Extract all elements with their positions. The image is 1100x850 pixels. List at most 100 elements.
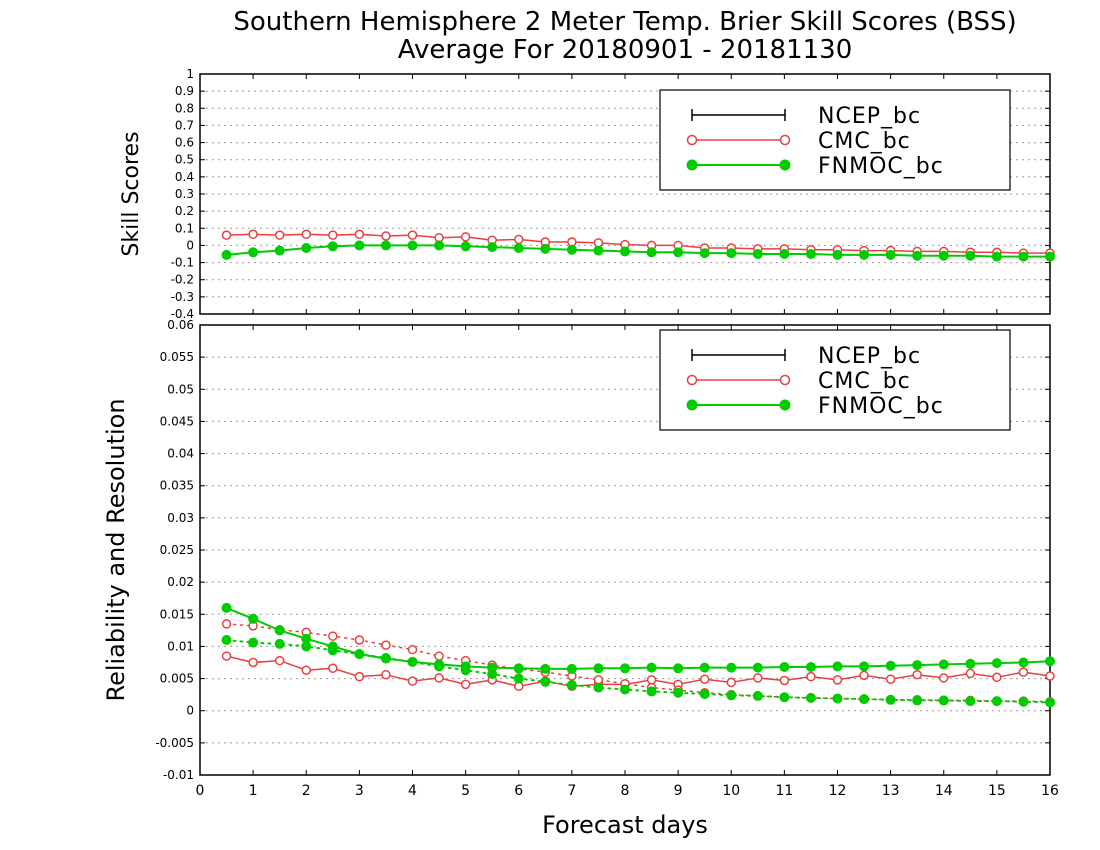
data-point-fnmoc_bc	[991, 251, 1002, 262]
data-point-fnmoc_bc	[779, 249, 790, 259]
x-tick-label: 0	[196, 783, 205, 799]
y-tick-label: 0.3	[175, 187, 194, 201]
data-point-fnmoc_bc	[221, 602, 232, 613]
data-point-cmc_bc	[328, 631, 338, 641]
data-point-cmc_bc	[274, 230, 285, 240]
x-tick-label: 9	[674, 783, 683, 799]
x-tick-label: 1	[249, 783, 258, 799]
data-point-cmc_bc	[274, 655, 285, 666]
legend-marker-filled-circle	[686, 399, 698, 411]
data-point-fnmoc_bc	[274, 245, 285, 256]
data-point-cmc_bc	[939, 673, 949, 683]
data-point-cmc_bc	[381, 231, 391, 241]
data-point-fnmoc_bc	[726, 248, 737, 259]
data-point-fnmoc_bc	[699, 248, 710, 259]
data-point-fnmoc_bc	[965, 250, 976, 261]
data-point-cmc_bc	[434, 651, 444, 661]
chart-title-line1: Southern Hemisphere 2 Meter Temp. Brier …	[233, 7, 1016, 37]
x-tick-label: 10	[722, 783, 740, 799]
data-point-fnmoc_bc	[673, 663, 684, 674]
x-tick-label: 13	[882, 783, 900, 799]
data-point-fnmoc_bc	[434, 240, 445, 251]
data-point-fnmoc_bc	[221, 249, 232, 260]
data-point-fnmoc_bc	[248, 613, 259, 624]
data-point-cmc_bc	[1018, 667, 1029, 677]
data-point-fnmoc_bc	[646, 247, 657, 258]
data-point-cmc_bc	[301, 665, 311, 675]
data-point-fnmoc_bc	[726, 690, 737, 701]
y-tick-label: 0.4	[175, 170, 194, 184]
data-point-cmc_bc	[354, 671, 365, 682]
y-tick-label: -0.1	[171, 256, 194, 270]
data-point-fnmoc_bc	[593, 682, 604, 693]
data-point-cmc_bc	[407, 676, 418, 686]
x-tick-label: 15	[988, 783, 1006, 799]
data-point-cmc_bc	[301, 229, 311, 240]
legend-marker-open-circle	[779, 134, 791, 146]
data-point-fnmoc_bc	[752, 249, 763, 259]
y-tick-label: 0.9	[175, 84, 194, 98]
data-point-cmc_bc	[859, 670, 869, 681]
chart-title-line2: Average For 20180901 - 20181130	[398, 35, 853, 65]
y-tick-label: 0.1	[175, 221, 194, 235]
data-point-fnmoc_bc	[593, 245, 604, 256]
data-point-fnmoc_bc	[540, 663, 551, 674]
data-point-fnmoc_bc	[1018, 657, 1029, 668]
y-axis-label: Reliability and Resolution	[102, 398, 130, 701]
x-tick-label: 6	[514, 783, 523, 799]
data-point-cmc_bc	[407, 644, 418, 655]
data-point-fnmoc_bc	[805, 249, 816, 259]
data-point-fnmoc_bc	[1045, 251, 1055, 262]
y-tick-label: 0.025	[160, 543, 194, 557]
data-point-fnmoc_bc	[327, 241, 338, 252]
data-point-fnmoc_bc	[859, 249, 870, 260]
legend-marker-filled-circle	[779, 399, 791, 411]
data-point-fnmoc_bc	[620, 246, 630, 257]
data-point-fnmoc_bc	[965, 696, 976, 707]
data-point-fnmoc_bc	[991, 658, 1002, 669]
data-point-cmc_bc	[434, 673, 444, 683]
y-tick-label: 0.02	[167, 575, 194, 589]
data-point-fnmoc_bc	[513, 243, 524, 253]
data-point-fnmoc_bc	[938, 659, 949, 670]
data-point-fnmoc_bc	[832, 249, 843, 260]
data-point-fnmoc_bc	[646, 686, 657, 697]
data-point-cmc_bc	[221, 651, 232, 661]
data-point-fnmoc_bc	[460, 665, 471, 676]
data-point-fnmoc_bc	[301, 243, 312, 253]
data-point-cmc_bc	[1045, 671, 1055, 681]
data-point-cmc_bc	[221, 230, 232, 240]
data-point-fnmoc_bc	[248, 637, 259, 648]
data-point-fnmoc_bc	[752, 690, 763, 701]
y-tick-label: 0.005	[160, 672, 194, 686]
x-tick-label: 12	[829, 783, 847, 799]
y-tick-label: -0.3	[171, 290, 194, 304]
data-point-fnmoc_bc	[912, 250, 923, 261]
skill-scores-panel: 1 0.9 0.8 0.7 0.6 0.5 0.4 0.3 0.2 0.1 0 -0.1 -0.2 -0.…	[119, 67, 1055, 321]
data-point-fnmoc_bc	[699, 689, 710, 699]
x-tick-label: 8	[621, 783, 630, 799]
y-tick-label: 0.015	[160, 607, 194, 621]
plot-frame	[199, 73, 1051, 315]
y-tick-label: 0.06	[167, 318, 194, 332]
data-point-fnmoc_bc	[752, 662, 763, 673]
data-point-fnmoc_bc	[832, 661, 843, 672]
data-point-fnmoc_bc	[1045, 697, 1055, 708]
data-point-cmc_bc	[779, 675, 790, 686]
data-point-fnmoc_bc	[1045, 656, 1055, 667]
x-tick-label: 4	[408, 783, 417, 799]
data-point-fnmoc_bc	[646, 662, 657, 673]
data-point-fnmoc_bc	[460, 241, 471, 252]
data-point-cmc_bc	[699, 674, 710, 684]
data-point-fnmoc_bc	[912, 695, 923, 706]
data-point-cmc_bc	[992, 672, 1002, 683]
data-point-cmc_bc	[407, 230, 418, 240]
data-point-fnmoc_bc	[620, 663, 630, 674]
data-point-fnmoc_bc	[991, 696, 1002, 707]
y-tick-label: -0.005	[155, 736, 194, 750]
y-tick-label: 0.8	[175, 101, 194, 115]
y-axis-label: Skill Scores	[119, 131, 144, 256]
data-point-fnmoc_bc	[965, 658, 976, 669]
legend-label-ncep_bc: NCEP_bc	[818, 104, 921, 129]
